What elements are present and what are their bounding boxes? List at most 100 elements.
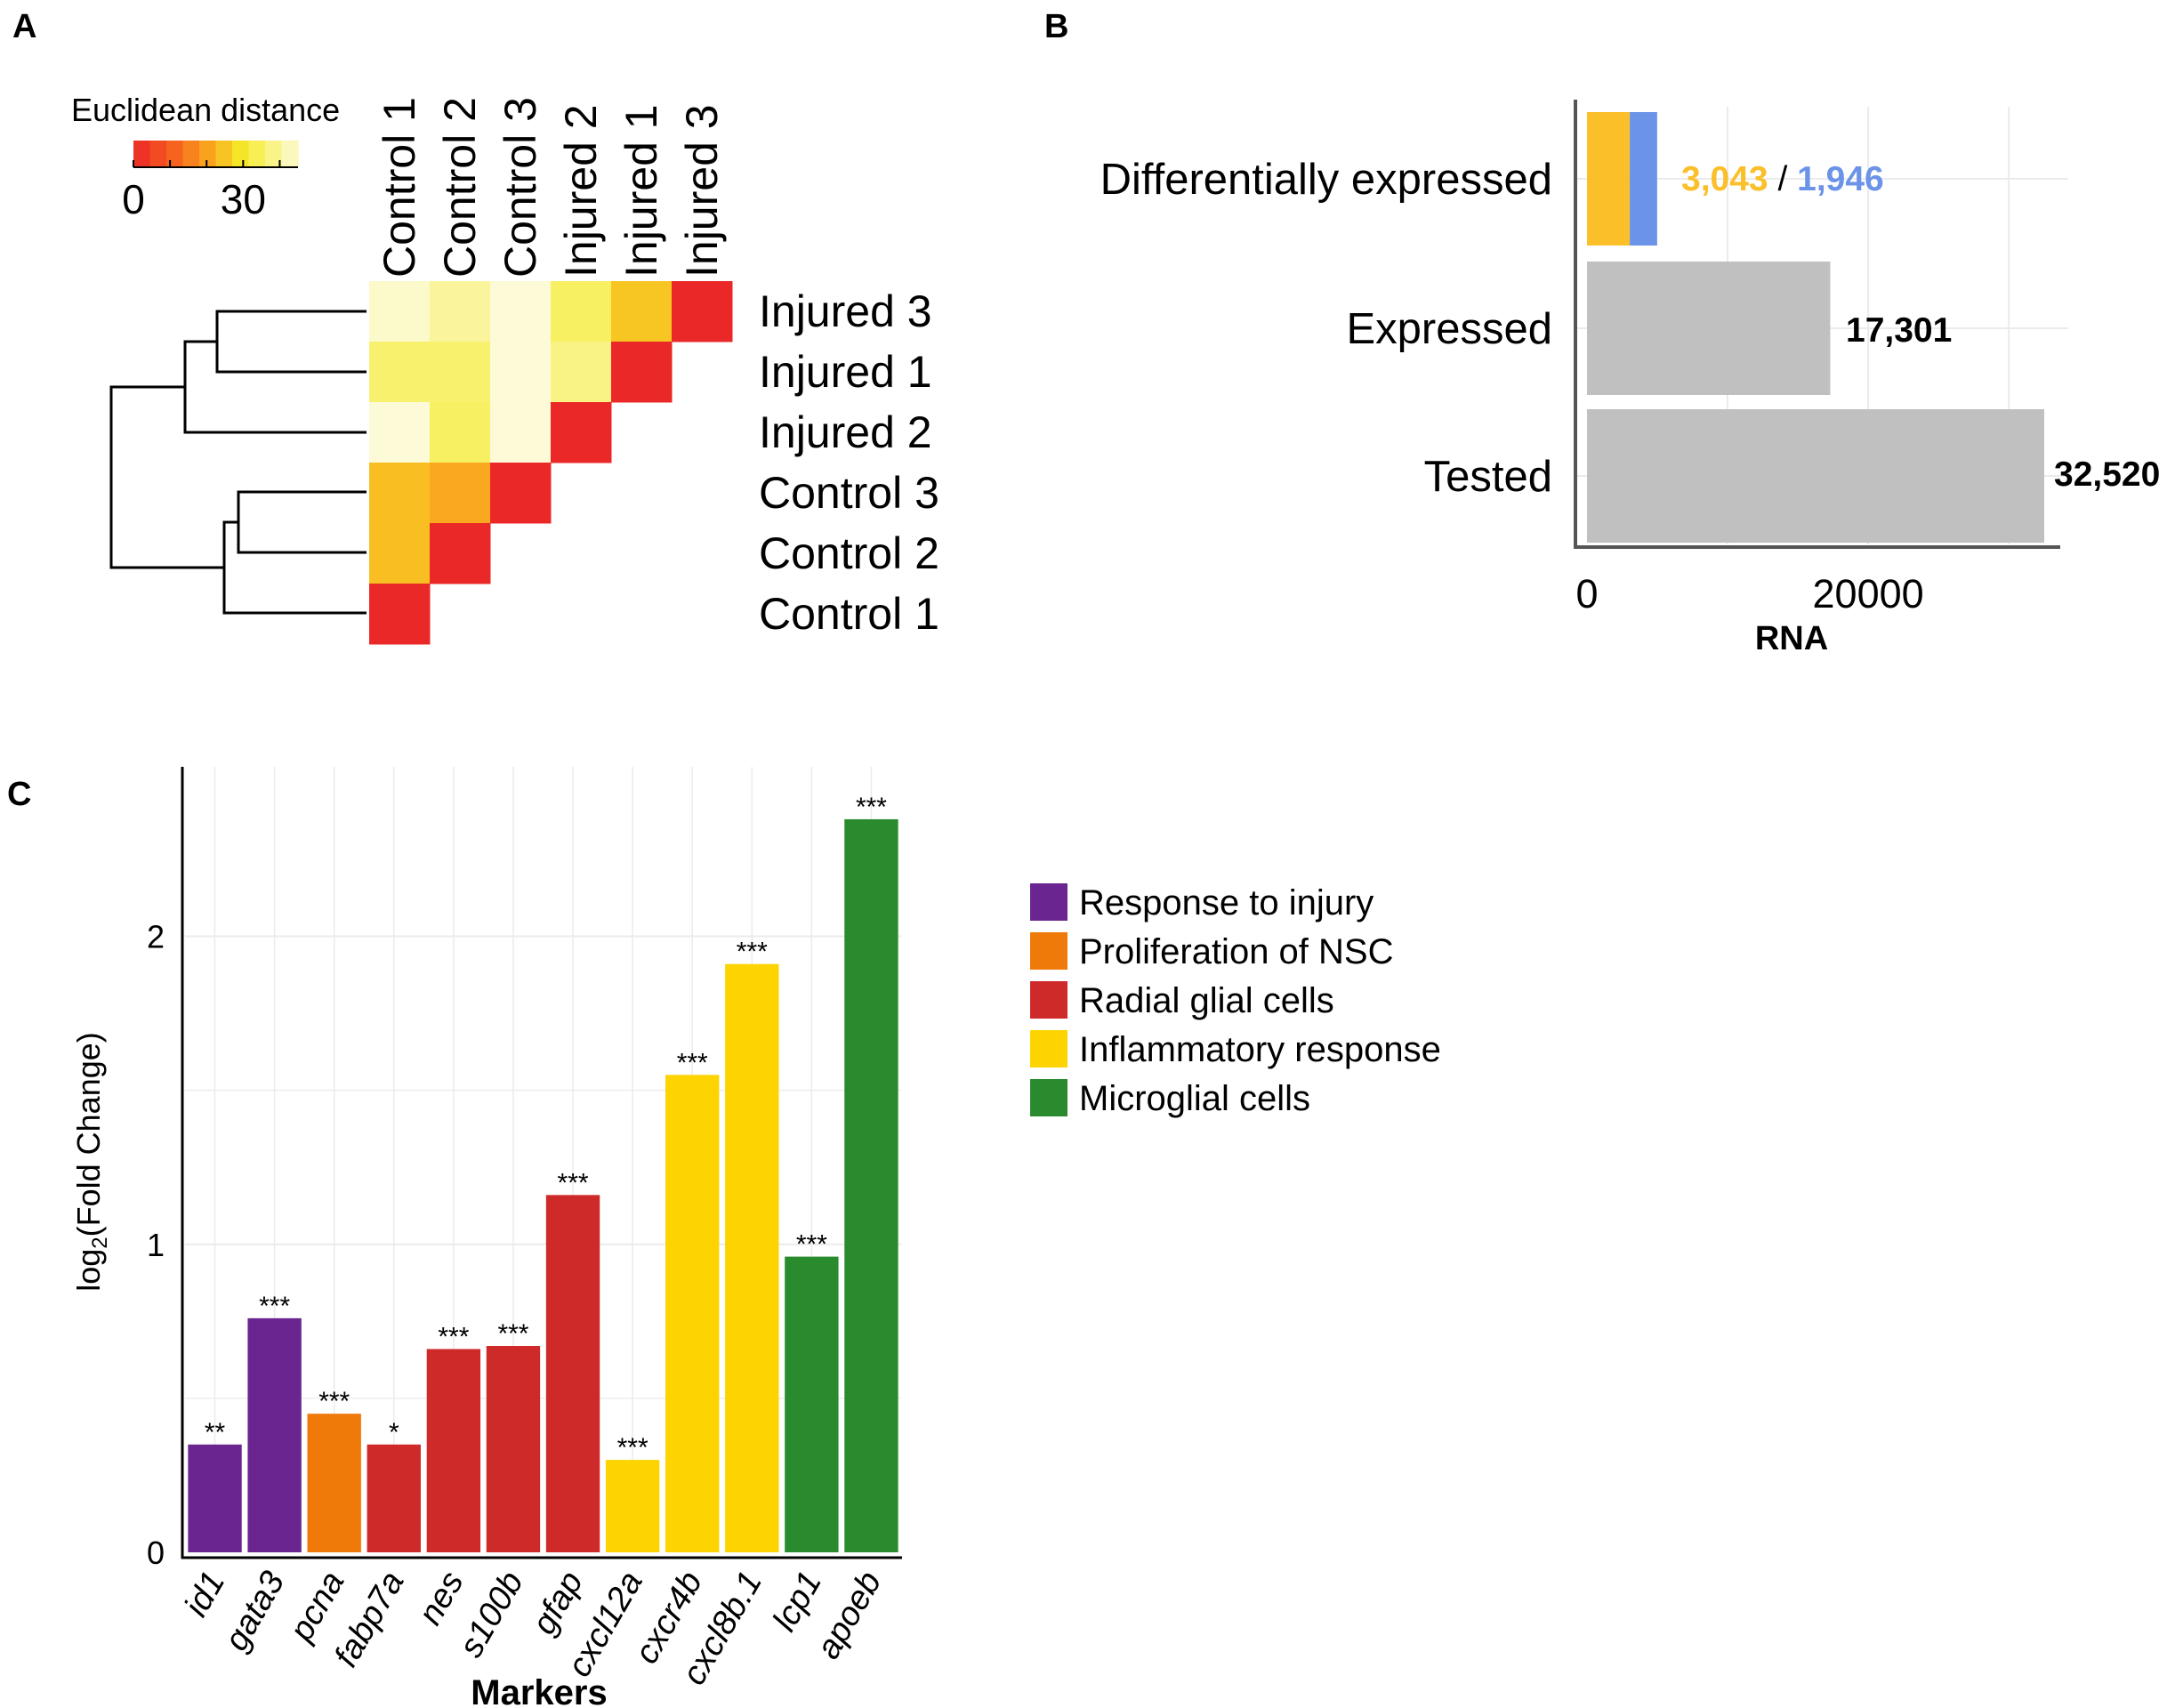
significance-label: ***	[617, 1433, 648, 1462]
colorbar-segment	[232, 141, 250, 167]
significance-label: **	[205, 1418, 226, 1447]
heatmap-cell	[369, 463, 431, 524]
marker-bar	[545, 1195, 600, 1552]
legend-swatch	[1030, 1079, 1067, 1116]
colorbar-segment	[133, 141, 151, 167]
heatmap-column-label: Control 3	[495, 97, 545, 278]
marker-y-ticks: 0 1 2	[147, 919, 165, 1572]
colorbar-segment	[149, 141, 167, 167]
heatmap-cell	[490, 463, 552, 524]
heatmap-column-label: Injured 1	[616, 104, 666, 278]
legend-label: Response to injury	[1079, 883, 1374, 922]
rna-count-panel: Differentially expressedExpressedTested …	[1100, 100, 2160, 657]
colorbar-tick-label: 30	[221, 176, 266, 222]
legend-label: Inflammatory response	[1079, 1030, 1441, 1069]
heatmap-cell	[369, 402, 431, 463]
marker-bar	[307, 1414, 361, 1552]
panel-letter-a: A	[12, 8, 36, 45]
legend-swatch	[1030, 981, 1067, 1019]
marker-bar	[605, 1460, 660, 1552]
colorbar-segment	[281, 141, 299, 167]
legend-swatch	[1030, 1030, 1067, 1068]
expressed-bar	[1587, 262, 1831, 395]
significance-label: ***	[259, 1292, 290, 1321]
marker-axes	[181, 767, 902, 1559]
marker-bar	[844, 818, 898, 1552]
legend: Response to injury Proliferation of NSC Ra…	[1030, 883, 1441, 1118]
significance-label: ***	[856, 793, 887, 822]
significance-label: ***	[558, 1168, 589, 1197]
colorbar-segment	[166, 141, 184, 167]
dendrogram-branch	[183, 340, 367, 434]
colorbar-segment	[248, 141, 266, 167]
significance-label: ***	[796, 1230, 827, 1260]
dendrogram-branch	[215, 310, 367, 374]
significance-label: ***	[318, 1387, 350, 1416]
diff-expressed-down-bar	[1630, 112, 1657, 246]
marker-significance: ************ *********************	[205, 793, 887, 1462]
marker-bar	[247, 1317, 302, 1552]
marker-bars	[188, 818, 898, 1552]
colorbar-segment	[182, 141, 200, 167]
colorbar-segment	[265, 141, 283, 167]
panel-letter-b: B	[1044, 8, 1068, 45]
tested-bar	[1587, 409, 2044, 543]
heatmap-row-label: Injured 2	[759, 407, 932, 457]
legend-label: Microglial cells	[1079, 1079, 1310, 1118]
rna-x-tick-label: 20000	[1813, 571, 1924, 616]
heatmap-cell	[672, 281, 733, 342]
row-dendrogram	[109, 310, 367, 615]
tested-value-label: 32,520	[2054, 455, 2160, 494]
marker-bar	[367, 1444, 421, 1552]
rna-axis-lines	[1574, 100, 2060, 549]
significance-label: ***	[438, 1322, 469, 1351]
marker-bar	[486, 1346, 541, 1552]
heatmap-column-label: Injured 3	[677, 104, 727, 278]
marker-x-axis-title: Markers	[471, 1673, 607, 1708]
heatmap-panel: Euclidean distance 0 30 Control 1 Control …	[71, 92, 939, 645]
rna-x-ticks: 0 20000	[1575, 571, 1923, 616]
marker-x-tick-label: gata3	[217, 1566, 292, 1657]
heatmap-cell	[611, 281, 673, 342]
rna-bars	[1587, 112, 2044, 543]
heatmap-column-labels: Control 1 Control 2 Control 3 Injured 2 Inju…	[375, 97, 727, 278]
legend-swatch	[1030, 932, 1067, 970]
heatmap-cell	[369, 281, 431, 342]
marker-y-tick-label: 2	[147, 919, 165, 955]
rna-category-label: Expressed	[1346, 305, 1552, 353]
heatmap-cell	[551, 281, 612, 342]
rna-category-label: Tested	[1424, 453, 1552, 501]
heatmap-cell	[490, 402, 552, 463]
y-title-log: log	[70, 1249, 107, 1292]
significance-label: ***	[497, 1319, 528, 1349]
significance-label: *	[389, 1418, 399, 1447]
upregulated-count: 3,043	[1681, 160, 1768, 198]
legend-label: Proliferation of NSC	[1079, 932, 1393, 971]
marker-bar	[426, 1349, 481, 1552]
heatmap-cell	[430, 342, 491, 403]
rna-category-labels: Differentially expressed Expressed Tested	[1100, 156, 1552, 501]
marker-y-tick-label: 0	[147, 1535, 165, 1571]
colorbar-title: Euclidean distance	[71, 92, 340, 128]
y-title-subscript: 2	[88, 1237, 112, 1248]
heatmap-cell	[490, 281, 552, 342]
colorbar-segment	[199, 141, 217, 167]
heatmap-cell	[430, 523, 491, 584]
marker-x-tick-label: id1	[178, 1566, 233, 1623]
marker-axis-lines	[181, 767, 902, 1559]
heatmap-cell	[551, 342, 612, 403]
marker-bar	[725, 963, 779, 1552]
diff-expressed-up-bar	[1587, 112, 1631, 246]
rna-x-tick-label: 0	[1575, 571, 1598, 616]
dendrogram-branch	[237, 490, 367, 554]
marker-y-axis-title: log2(Fold Change)	[70, 1032, 112, 1292]
heatmap-cell	[369, 523, 431, 584]
heatmap-row-label: Injured 1	[759, 347, 932, 397]
heatmap-cells	[369, 281, 733, 645]
heatmap-column-label: Injured 2	[556, 104, 606, 278]
marker-x-tick-label: lcp1	[766, 1566, 829, 1638]
colorbar: 0 30	[122, 141, 299, 222]
significance-label: ***	[737, 938, 768, 967]
